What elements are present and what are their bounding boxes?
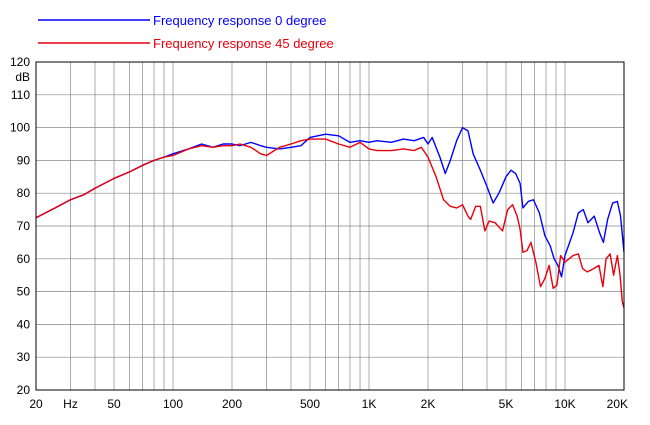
x-tick-label: 2K — [421, 397, 436, 411]
y-axis-label: dB — [15, 70, 30, 84]
y-tick-label: 110 — [11, 88, 30, 102]
x-tick-label: 10K — [554, 397, 575, 411]
y-tick-label: 90 — [17, 153, 31, 167]
y-tick-label: 20 — [17, 383, 31, 397]
y-tick-label: 70 — [17, 219, 31, 233]
legend-label-45-degree: Frequency response 45 degree — [153, 36, 334, 51]
x-tick-label: 20 — [29, 397, 43, 411]
y-tick-label: 30 — [17, 350, 31, 364]
y-axis: 20 30 40 50 60 70 80 90 100 110 120 — [10, 55, 30, 397]
y-tick-label: 60 — [17, 252, 31, 266]
series-line-0 — [35, 126, 625, 278]
legend-label-0-degree: Frequency response 0 degree — [153, 13, 326, 28]
x-tick-label: Hz — [63, 397, 78, 411]
x-tick-label: 50 — [107, 397, 121, 411]
grid-lines — [36, 61, 624, 391]
y-tick-label: 100 — [10, 121, 30, 135]
y-tick-label: 120 — [10, 55, 30, 69]
legend: Frequency response 0 degree Frequency re… — [38, 13, 334, 51]
series-line-1 — [35, 138, 625, 309]
y-tick-label: 40 — [17, 317, 31, 331]
series-lines — [35, 126, 625, 309]
x-tick-label: 100 — [163, 397, 183, 411]
x-axis: 20 Hz 50 100 200 500 1K 2K 5K 10K 20K — [29, 397, 628, 411]
x-tick-label: 5K — [499, 397, 514, 411]
x-tick-label: 1K — [362, 397, 377, 411]
y-tick-label: 50 — [17, 285, 31, 299]
plot-frame — [35, 61, 625, 391]
y-tick-label: 80 — [17, 186, 31, 200]
x-tick-label: 500 — [300, 397, 320, 411]
x-tick-label: 20K — [607, 397, 628, 411]
x-tick-label: 200 — [222, 397, 242, 411]
